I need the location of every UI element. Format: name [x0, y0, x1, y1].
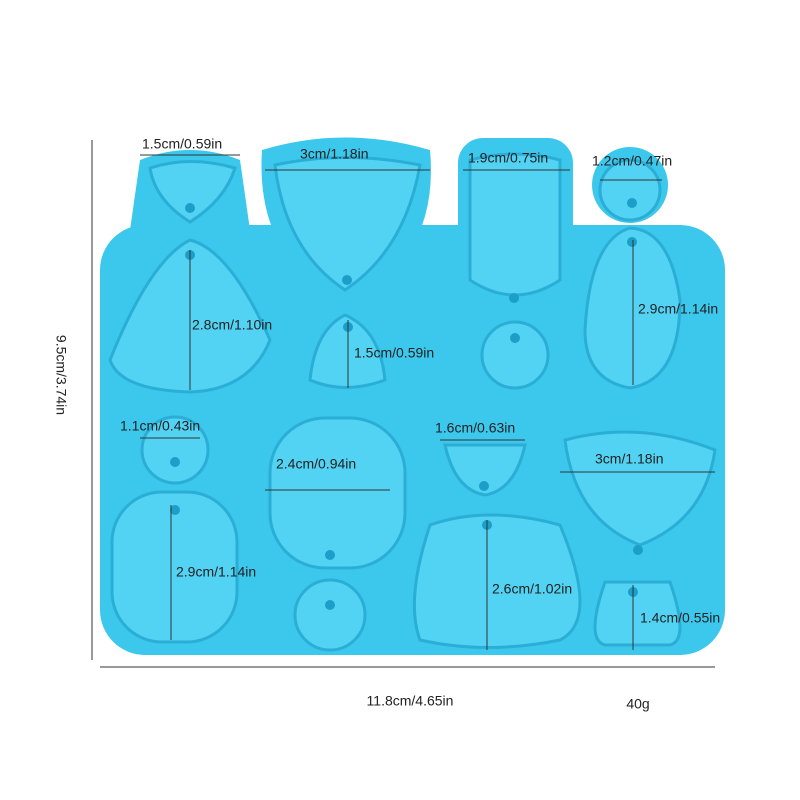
dimension-label: 3cm/1.18in: [300, 146, 368, 162]
width-label: 11.8cm/4.65in: [367, 693, 454, 709]
dimension-label: 2.8cm/1.10in: [192, 317, 272, 333]
dimension-label: 1.4cm/0.55in: [640, 610, 720, 626]
dimension-label: 1.2cm/0.47in: [592, 153, 672, 169]
dimension-label: 1.5cm/0.59in: [142, 136, 222, 152]
weight-label: 40g: [626, 696, 649, 712]
dimension-label: 1.1cm/0.43in: [120, 418, 200, 434]
dimension-lines: [91, 140, 715, 668]
labels: 1.5cm/0.59in 3cm/1.18in 1.9cm/0.75in 1.2…: [53, 136, 720, 712]
dimension-label: 3cm/1.18in: [595, 451, 663, 467]
dimension-label: 2.9cm/1.14in: [176, 564, 256, 580]
dimension-label: 1.5cm/0.59in: [354, 345, 434, 361]
dimension-label: 2.6cm/1.02in: [492, 581, 572, 597]
dimension-label: 1.9cm/0.75in: [468, 150, 548, 166]
cavities: [108, 152, 717, 652]
dimension-label: 2.4cm/0.94in: [276, 456, 356, 472]
height-label: 9.5cm/3.74in: [53, 335, 69, 415]
dimension-label: 1.6cm/0.63in: [435, 420, 515, 436]
dimension-label: 2.9cm/1.14in: [638, 301, 718, 317]
